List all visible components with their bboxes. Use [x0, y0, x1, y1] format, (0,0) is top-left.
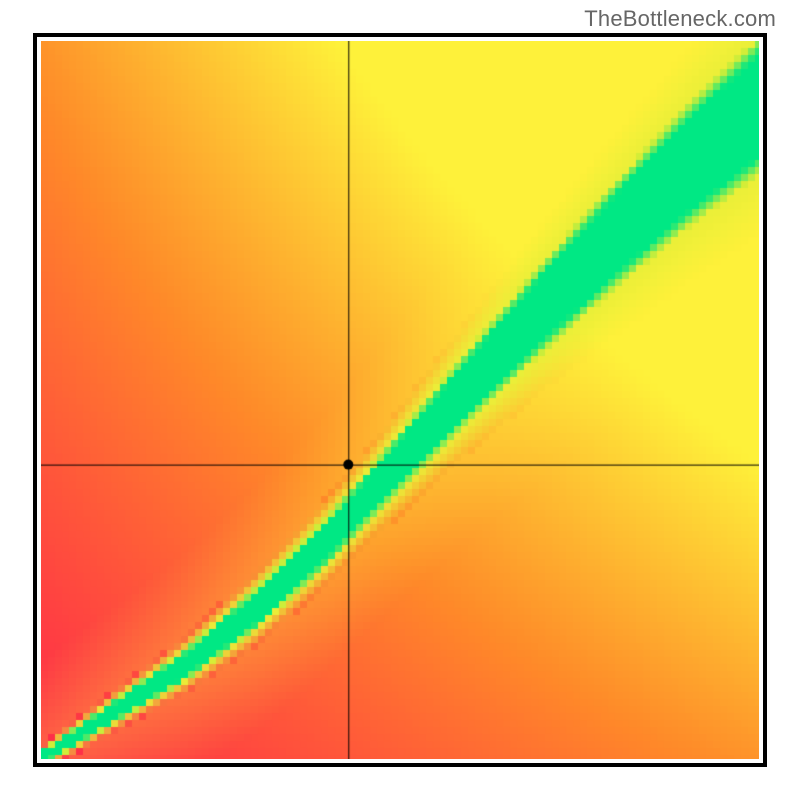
chart-container: TheBottleneck.com: [0, 0, 800, 800]
watermark-text: TheBottleneck.com: [584, 6, 776, 32]
chart-border: [33, 33, 767, 767]
